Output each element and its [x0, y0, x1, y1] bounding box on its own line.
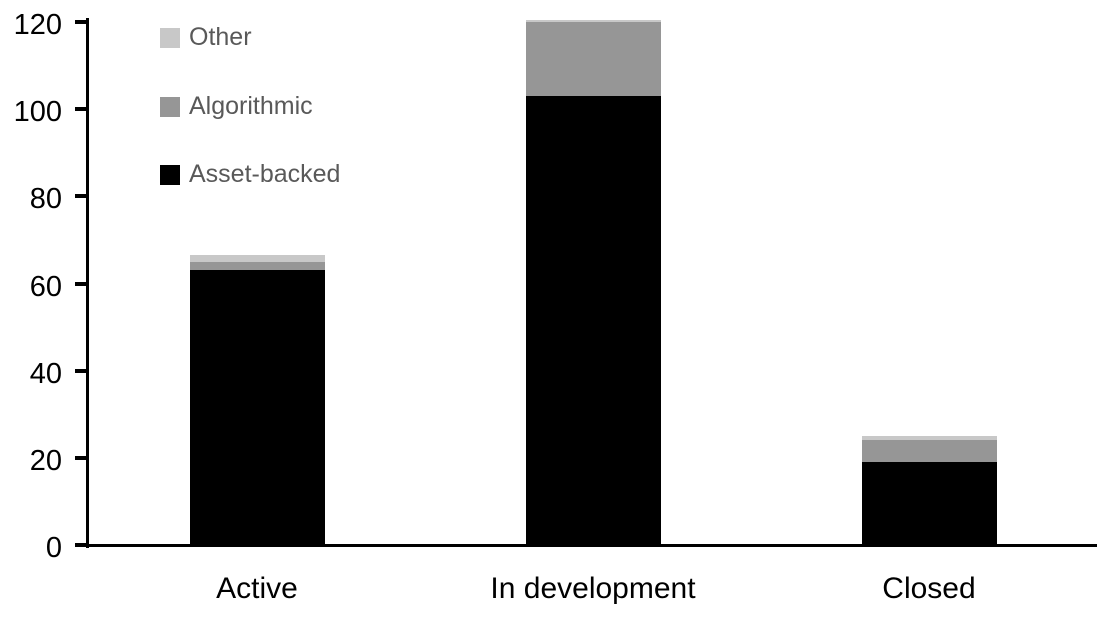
y-tick-label-100: 100: [13, 96, 62, 129]
bar-segment-in-development-algorithmic: [525, 22, 661, 97]
legend-label-other: Other: [189, 23, 252, 51]
bar-segment-active-asset-backed: [189, 270, 325, 545]
y-tick-label-120: 120: [13, 9, 62, 41]
y-tick-mark-120: [75, 20, 89, 24]
y-tick-mark-40: [75, 368, 89, 373]
legend-item-other: Other: [160, 23, 252, 52]
bar-segment-closed-asset-backed: [861, 462, 997, 545]
y-tick-label-0: 0: [45, 532, 62, 564]
y-tick-label-40: 40: [29, 357, 62, 390]
y-tick-label-60: 60: [29, 270, 62, 303]
bar-segment-closed-algorithmic: [861, 440, 997, 463]
y-tick-mark-20: [75, 455, 89, 460]
legend-swatch-algorithmic-icon: [160, 96, 180, 117]
x-category-label-in-development: In development: [490, 572, 696, 605]
legend-label-algorithmic: Algorithmic: [189, 92, 313, 120]
y-tick-label-80: 80: [29, 183, 62, 216]
bar-segment-in-development-asset-backed: [525, 96, 661, 545]
x-axis-line: [86, 544, 1097, 547]
bar-segment-in-development-other: [525, 19, 661, 22]
legend-item-algorithmic: Algorithmic: [160, 92, 313, 121]
y-tick-mark-60: [75, 281, 89, 286]
y-tick-label-20: 20: [29, 444, 62, 477]
x-category-label-closed: Closed: [882, 572, 976, 605]
legend-label-asset-backed: Asset-backed: [189, 160, 341, 188]
legend-swatch-other-icon: [160, 27, 180, 48]
y-tick-mark-0: [75, 543, 89, 547]
bar-segment-closed-other: [861, 436, 997, 441]
y-tick-mark-80: [75, 194, 89, 199]
bar-segment-active-algorithmic: [189, 261, 325, 271]
legend-swatch-asset-backed-icon: [160, 164, 180, 185]
y-tick-mark-100: [75, 107, 89, 112]
x-category-label-active: Active: [216, 572, 298, 605]
legend-item-asset-backed: Asset-backed: [160, 160, 340, 189]
bar-segment-active-other: [189, 255, 325, 262]
